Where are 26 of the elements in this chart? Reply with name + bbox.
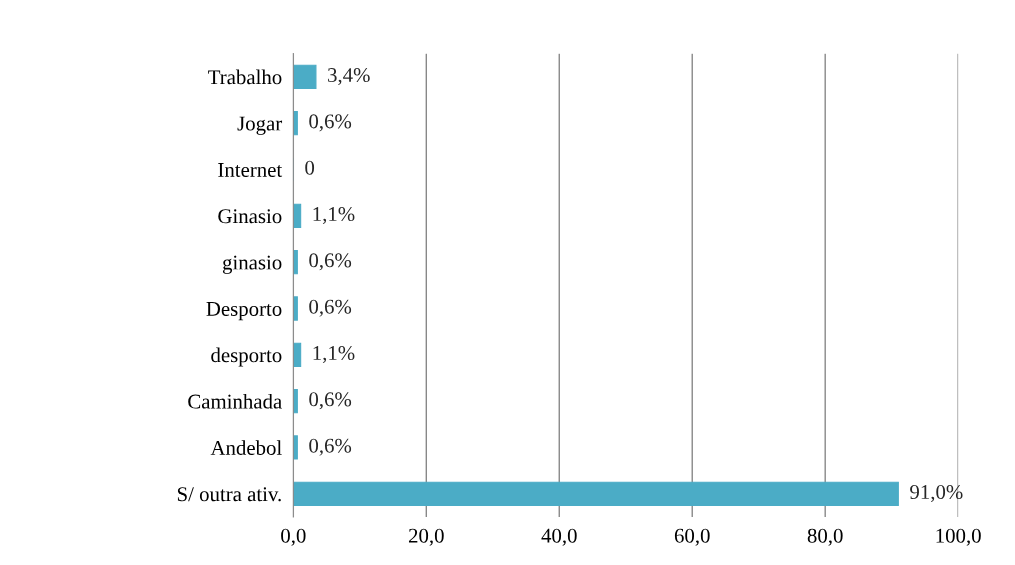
y-tick-label: Trabalho bbox=[208, 69, 282, 85]
data-label: 0 bbox=[305, 160, 315, 175]
data-label: 3,4% bbox=[328, 68, 370, 86]
x-tick-label: 60,0 bbox=[674, 528, 710, 546]
y-tick-label: Jogar bbox=[237, 116, 283, 135]
x-tick-label: 20,0 bbox=[408, 528, 444, 546]
y-tick-label: desporto bbox=[211, 347, 282, 367]
data-label: 0,6% bbox=[309, 299, 352, 317]
data-label: 0,6% bbox=[309, 438, 352, 456]
x-tick-label: 80,0 bbox=[807, 528, 843, 546]
data-label: 1,1% bbox=[313, 345, 355, 364]
y-tick-label: S/ outra ativ. bbox=[177, 487, 281, 502]
y-tick-label: Andebol bbox=[210, 440, 282, 455]
data-label: 91,0% bbox=[910, 484, 963, 503]
y-tick-label: Ginasio bbox=[218, 209, 282, 224]
data-label: 0,6% bbox=[309, 253, 352, 271]
x-tick-label: 100,0 bbox=[936, 528, 981, 546]
data-label: 0,6% bbox=[309, 114, 352, 132]
y-tick-label: Desporto bbox=[206, 302, 282, 321]
x-tick-label: 40,0 bbox=[541, 528, 577, 546]
y-tick-label: ginasio bbox=[222, 255, 282, 274]
y-tick-label: Caminhada bbox=[188, 393, 282, 409]
y-tick-label: Internet bbox=[218, 163, 283, 177]
data-label: 0,6% bbox=[309, 392, 352, 410]
x-tick-label: 0,0 bbox=[281, 528, 306, 546]
data-label: 1,1% bbox=[313, 206, 355, 225]
